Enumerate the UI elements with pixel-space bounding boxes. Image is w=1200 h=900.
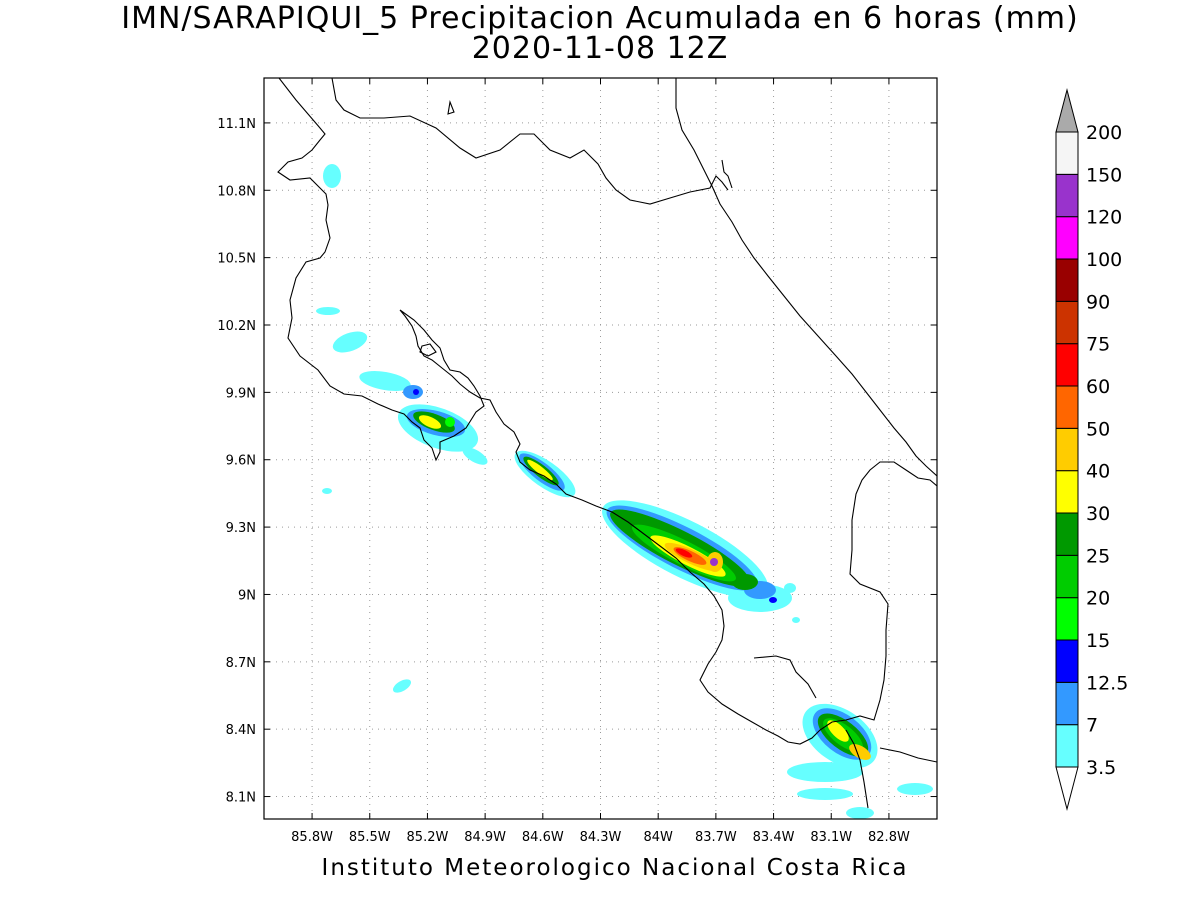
- lat-tick-label: 8.1N: [226, 791, 256, 806]
- map-grid: 85.8W 85.5W 85.2W 84.9W 84.6W 84.3W 84W 83.7W 83…: [217, 78, 937, 845]
- colorbar-box: [1055, 258, 1079, 302]
- colorbar-box: [1055, 724, 1079, 768]
- lon-tick-label: 83.7W: [695, 830, 737, 845]
- colorbar-box: [1055, 173, 1079, 218]
- precip-patch: [784, 583, 796, 593]
- island-outline: [447, 99, 455, 115]
- precip-patch: [323, 164, 341, 188]
- colorbar: 3.5 7 12.5 15 20 25 30 40 50 60 75 90 100 120 150 200: [1055, 88, 1128, 811]
- colorbar-box: [1055, 597, 1079, 641]
- precip-patch: [413, 389, 419, 395]
- lon-tick-label: 84W: [643, 830, 673, 845]
- colorbar-box: [1055, 385, 1079, 429]
- colorbar-label: 7: [1086, 715, 1098, 737]
- colorbar-box: [1055, 639, 1079, 683]
- colorbar-label: 150: [1086, 164, 1122, 186]
- colorbar-label: 90: [1086, 291, 1110, 313]
- colorbar-label: 120: [1086, 207, 1122, 229]
- map-title: IMN/SARAPIQUI_5 Precipitacion Acumulada …: [121, 1, 1079, 36]
- lat-tick-label: 9N: [238, 588, 256, 603]
- lon-tick-label: 84.6W: [522, 830, 564, 845]
- precip-patch: [418, 415, 442, 429]
- precip-patch: [827, 720, 849, 742]
- northern-border: [331, 78, 729, 205]
- lat-tick-label: 11.1N: [217, 117, 256, 132]
- precip-patch: [710, 558, 718, 566]
- colorbar-label: 20: [1086, 588, 1110, 610]
- colorbar-upper-arrow: [1055, 88, 1079, 133]
- colorbar-label: 15: [1086, 630, 1110, 652]
- precip-patch: [445, 417, 455, 427]
- lat-tick-label: 10.5N: [217, 252, 256, 267]
- lon-tick-label: 83.1W: [810, 830, 852, 845]
- lat-tick-label: 9.6N: [226, 454, 256, 469]
- colorbar-label: 200: [1086, 122, 1122, 144]
- precip-patch: [897, 783, 933, 795]
- coast-detail: [721, 159, 733, 189]
- colorbar-box: [1055, 554, 1079, 599]
- lon-tick-label: 85.2W: [407, 830, 449, 845]
- precip-patch: [462, 447, 488, 465]
- colorbar-box: [1055, 470, 1079, 514]
- precip-patch: [769, 597, 777, 603]
- map-subtitle: 2020-11-08 12Z: [471, 31, 729, 66]
- precip-patch: [322, 488, 332, 494]
- precip-patch: [316, 307, 340, 315]
- colorbar-label: 60: [1086, 376, 1110, 398]
- lon-tick-label: 83.4W: [753, 830, 795, 845]
- credit-text: Instituto Meteorologico Nacional Costa R…: [321, 855, 909, 881]
- caribbean-coast: [675, 78, 937, 477]
- precip-patch: [849, 744, 871, 760]
- island-outline: [419, 343, 437, 357]
- coast-detail: [879, 747, 937, 763]
- lon-tick-label: 85.5W: [349, 830, 391, 845]
- colorbar-box: [1055, 427, 1079, 472]
- colorbar-label: 3.5: [1086, 757, 1116, 779]
- precip-patch: [392, 679, 412, 693]
- lat-tick-label: 9.9N: [226, 386, 256, 401]
- pacific-coast: [277, 78, 937, 745]
- coastlines: [277, 78, 937, 809]
- precip-patch: [792, 617, 800, 623]
- map-frame: [263, 77, 938, 820]
- precip-patch: [732, 574, 758, 590]
- panama-border: [845, 729, 869, 809]
- precip-patch: [359, 371, 411, 391]
- lon-tick-label: 85.8W: [291, 830, 333, 845]
- colorbar-label: 30: [1086, 503, 1110, 525]
- lat-tick-label: 8.7N: [226, 656, 256, 671]
- precip-patch: [846, 807, 874, 819]
- precip-patch: [675, 548, 693, 558]
- colorbar-box: [1055, 343, 1079, 387]
- lon-tick-label: 84.3W: [580, 830, 622, 845]
- lat-tick-label: 10.2N: [217, 319, 256, 334]
- lat-tick-label: 8.4N: [226, 723, 256, 738]
- lon-tick-label: 82.8W: [868, 830, 910, 845]
- lat-tick-label: 10.8N: [217, 184, 256, 199]
- lon-tick-label: 84.9W: [464, 830, 506, 845]
- precip-patch: [797, 788, 853, 800]
- lat-tick-label: 9.3N: [226, 521, 256, 536]
- peninsula-outline: [753, 655, 817, 699]
- precip-patch: [527, 459, 553, 481]
- colorbar-box: [1055, 216, 1079, 260]
- colorbar-label: 100: [1086, 249, 1122, 271]
- colorbar-label: 25: [1086, 545, 1110, 567]
- colorbar-label: 12.5: [1086, 672, 1128, 694]
- precip-shading: [316, 164, 933, 819]
- colorbar-box: [1055, 131, 1079, 175]
- colorbar-label: 40: [1086, 461, 1110, 483]
- colorbar-box: [1055, 512, 1079, 556]
- colorbar-box: [1055, 681, 1079, 726]
- precip-patch: [787, 762, 863, 782]
- colorbar-lower-arrow: [1055, 766, 1079, 811]
- colorbar-box: [1055, 300, 1079, 345]
- colorbar-label: 75: [1086, 334, 1110, 356]
- precip-patch: [332, 331, 368, 353]
- colorbar-label: 50: [1086, 418, 1110, 440]
